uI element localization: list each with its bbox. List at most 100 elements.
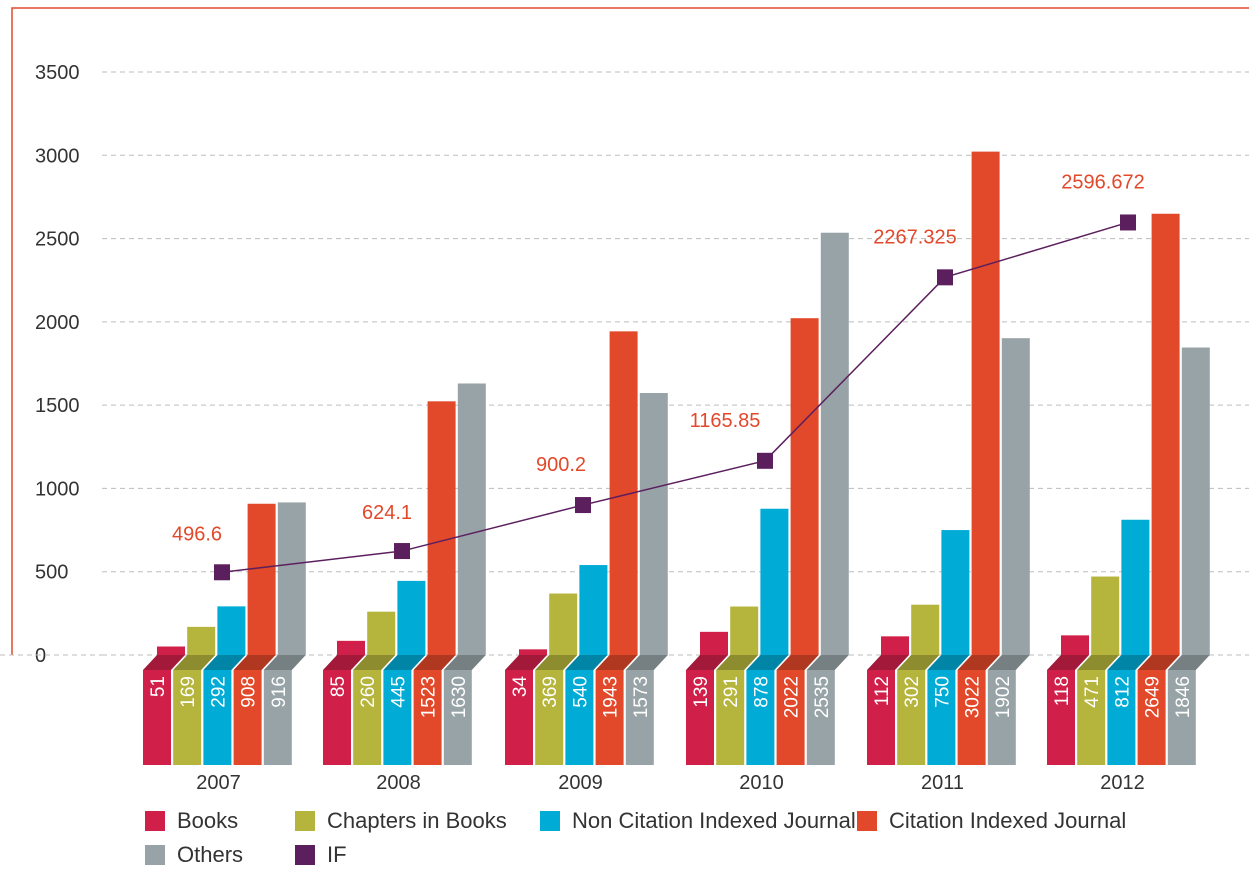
data-label: 471 bbox=[1082, 676, 1103, 708]
bar-books bbox=[700, 631, 728, 655]
bar-non-citation-indexed-journal bbox=[941, 530, 970, 655]
legend-item-non-citation-indexed-journal: Non Citation Indexed Journal bbox=[540, 808, 856, 834]
data-label: 112 bbox=[872, 676, 893, 706]
bar-citation-indexed-journal bbox=[247, 503, 276, 655]
bar-cap bbox=[987, 655, 1030, 670]
data-label: 540 bbox=[570, 676, 591, 708]
bar-citation-indexed-journal bbox=[790, 318, 819, 655]
x-tick-label: 2011 bbox=[921, 772, 964, 794]
if-data-label: 2267.325 bbox=[873, 226, 956, 248]
bar-label-box bbox=[263, 670, 292, 765]
data-label: 85 bbox=[328, 676, 349, 697]
bar-label-box bbox=[233, 670, 262, 765]
bar-label-box bbox=[806, 670, 835, 765]
y-tick-label: 1000 bbox=[35, 478, 80, 500]
if-data-label: 496.6 bbox=[172, 523, 222, 545]
bar-citation-indexed-journal bbox=[427, 401, 456, 655]
bar-cap bbox=[383, 655, 426, 670]
bar-label-box bbox=[897, 670, 926, 765]
bar-citation-indexed-journal bbox=[1151, 213, 1180, 655]
y-tick-label: 2000 bbox=[35, 312, 80, 334]
data-label: 302 bbox=[902, 676, 923, 708]
bar-label-box bbox=[746, 670, 775, 765]
y-tick-label: 3000 bbox=[35, 145, 80, 167]
y-tick-label: 1500 bbox=[35, 395, 80, 417]
x-tick-label: 2012 bbox=[1100, 772, 1145, 794]
data-label: 750 bbox=[932, 676, 953, 708]
bar-label-box bbox=[143, 670, 171, 765]
bar-label-box bbox=[443, 670, 472, 765]
x-tick-label: 2007 bbox=[196, 772, 241, 794]
if-point bbox=[394, 543, 410, 560]
bar-label-box bbox=[353, 670, 382, 765]
data-label: 34 bbox=[510, 676, 531, 698]
bar-label-box bbox=[927, 670, 956, 765]
legend-swatch bbox=[145, 845, 165, 865]
bar-label-box bbox=[1137, 670, 1166, 765]
chart-frame bbox=[11, 7, 1249, 655]
bar-label-box bbox=[203, 670, 232, 765]
bar-cap bbox=[867, 655, 909, 670]
data-label: 1943 bbox=[601, 676, 622, 718]
if-line bbox=[221, 221, 1129, 574]
bar-non-citation-indexed-journal bbox=[397, 580, 426, 655]
bar-cap bbox=[776, 655, 819, 670]
bar-cap bbox=[505, 655, 547, 670]
bar-label-box bbox=[1167, 670, 1196, 765]
bar-cap bbox=[443, 655, 486, 670]
bar-label-box bbox=[505, 670, 533, 765]
x-tick-label: 2010 bbox=[739, 772, 784, 794]
data-label: 1573 bbox=[631, 676, 652, 718]
if-data-label: 900.2 bbox=[536, 454, 586, 476]
bar-others bbox=[457, 383, 486, 655]
bar-cap bbox=[173, 655, 216, 670]
data-label: 291 bbox=[721, 676, 742, 708]
bar-label-box bbox=[535, 670, 564, 765]
legend-item-citation-indexed-journal: Citation Indexed Journal bbox=[857, 808, 1126, 834]
bar-label-box bbox=[625, 670, 654, 765]
legend-swatch bbox=[295, 845, 315, 865]
data-label: 260 bbox=[358, 676, 379, 708]
legend-label: Chapters in Books bbox=[327, 808, 507, 833]
bar-others bbox=[639, 392, 668, 655]
legend-label: Citation Indexed Journal bbox=[889, 808, 1127, 833]
bar-cap bbox=[143, 655, 185, 670]
data-label: 3022 bbox=[963, 676, 984, 718]
data-label: 51 bbox=[148, 676, 169, 697]
data-label: 369 bbox=[540, 676, 561, 708]
data-label: 812 bbox=[1112, 676, 1133, 708]
data-label: 292 bbox=[208, 676, 229, 708]
data-label: 1846 bbox=[1173, 676, 1194, 718]
data-label: 908 bbox=[239, 676, 260, 708]
bar-cap bbox=[323, 655, 365, 670]
legend-swatch bbox=[295, 811, 315, 831]
if-point bbox=[575, 497, 591, 514]
bar-label-box bbox=[173, 670, 202, 765]
legend-swatch bbox=[857, 811, 877, 831]
if-data-label: 1165.85 bbox=[690, 410, 761, 432]
if-point bbox=[937, 269, 953, 286]
y-tick-label: 2500 bbox=[35, 229, 80, 251]
bar-cap bbox=[1107, 655, 1150, 670]
bar-cap bbox=[535, 655, 578, 670]
bar-cap bbox=[806, 655, 849, 670]
bar-chapters-in-books bbox=[911, 604, 940, 655]
legend-swatch bbox=[145, 811, 165, 831]
bar-cap bbox=[927, 655, 970, 670]
y-tick-label: 500 bbox=[35, 562, 68, 584]
data-label: 2535 bbox=[812, 676, 833, 718]
if-data-label: 624.1 bbox=[362, 502, 412, 524]
bar-chapters-in-books bbox=[367, 611, 396, 655]
bar-cap bbox=[1077, 655, 1120, 670]
bar-label-box bbox=[383, 670, 412, 765]
bar-label-box bbox=[1047, 670, 1075, 765]
bar-cap bbox=[897, 655, 940, 670]
data-label: 139 bbox=[691, 676, 712, 708]
x-tick-label: 2009 bbox=[558, 772, 603, 794]
bar-cap bbox=[716, 655, 759, 670]
bar-label-box bbox=[867, 670, 895, 765]
bar-label-box bbox=[413, 670, 442, 765]
bar-cap bbox=[233, 655, 276, 670]
data-label: 2022 bbox=[782, 676, 803, 718]
